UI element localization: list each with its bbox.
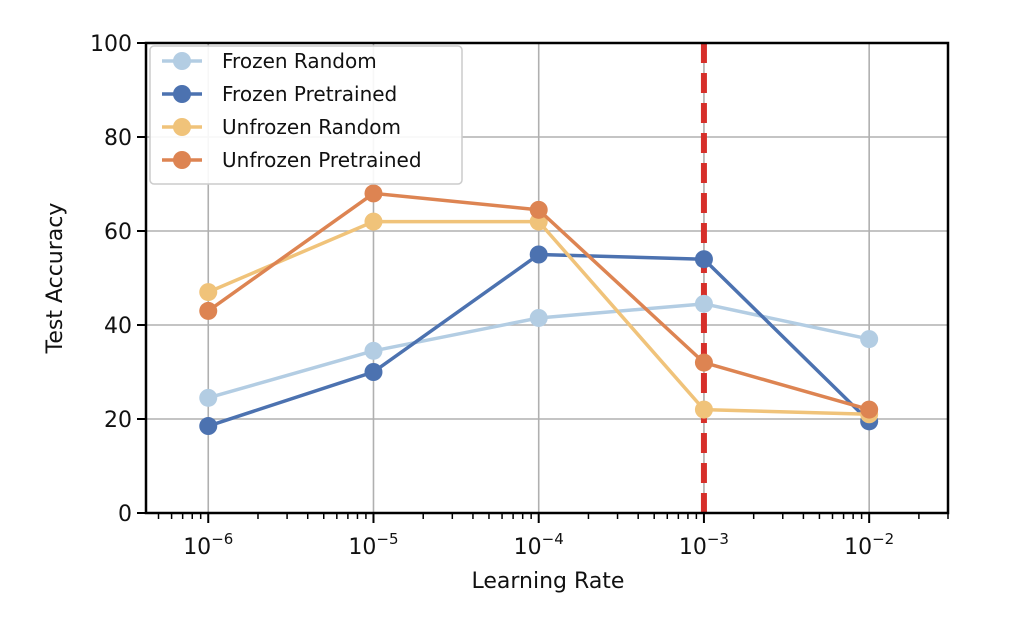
data-point xyxy=(694,250,713,269)
data-point xyxy=(860,400,879,419)
data-point xyxy=(364,212,383,231)
data-point xyxy=(199,301,218,320)
data-point xyxy=(364,184,383,203)
data-point xyxy=(694,294,713,313)
x-tick-label: 10−5 xyxy=(348,530,398,560)
axes: 0 20 40 60 80 100 10−6 10−5 10−4 10−3 10−2 xyxy=(90,32,950,560)
legend-swatch-marker xyxy=(173,151,191,169)
y-tick-label: 0 xyxy=(118,502,132,527)
legend-label: Unfrozen Random xyxy=(222,115,401,139)
data-point xyxy=(199,388,218,407)
x-tick-label: 10−4 xyxy=(514,530,564,560)
plot-frame xyxy=(144,41,950,515)
data-point xyxy=(860,330,879,349)
data-point xyxy=(364,341,383,360)
y-tick-label: 20 xyxy=(104,408,132,433)
legend-label: Frozen Random xyxy=(222,49,377,73)
legend: Frozen Random Frozen Pretrained Unfrozen R… xyxy=(149,45,463,185)
legend-item: Unfrozen Pretrained xyxy=(162,148,422,172)
data-point xyxy=(199,417,218,436)
y-tick-label: 100 xyxy=(90,32,132,57)
legend-item: Unfrozen Random xyxy=(162,115,401,139)
legend-label: Frozen Pretrained xyxy=(222,82,397,106)
legend-label: Unfrozen Pretrained xyxy=(222,148,422,172)
data-point xyxy=(199,283,218,302)
legend-box xyxy=(149,45,463,185)
x-tick-label: 10−2 xyxy=(844,530,894,560)
x-tick-label: 10−6 xyxy=(183,530,233,560)
y-tick-label: 40 xyxy=(104,314,132,339)
legend-swatch-marker xyxy=(173,52,191,70)
legend-swatch-marker xyxy=(173,118,191,136)
data-point xyxy=(529,308,548,327)
data-point xyxy=(694,400,713,419)
legend-item: Frozen Random xyxy=(162,49,377,73)
data-point xyxy=(529,200,548,219)
series-layer xyxy=(199,184,879,436)
y-tick-label: 60 xyxy=(104,220,132,245)
y-tick-label: 80 xyxy=(104,126,132,151)
x-tick-label: 10−3 xyxy=(679,530,729,560)
legend-item: Frozen Pretrained xyxy=(162,82,397,106)
y-axis-label: Test Accuracy xyxy=(43,203,68,355)
legend-swatch-marker xyxy=(173,85,191,103)
data-point xyxy=(694,353,713,372)
data-point xyxy=(529,245,548,264)
data-point xyxy=(364,363,383,381)
series-3 xyxy=(199,184,879,419)
x-axis-label: Learning Rate xyxy=(472,569,625,594)
